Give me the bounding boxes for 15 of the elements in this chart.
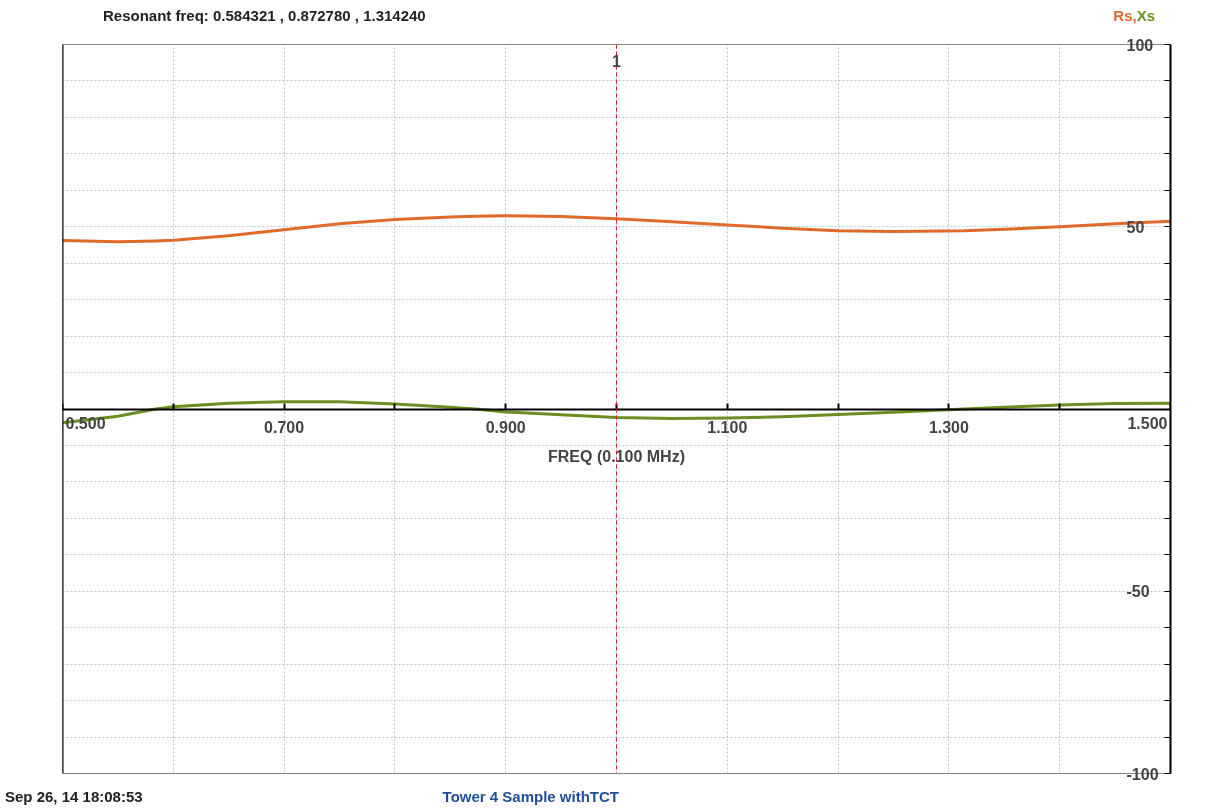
x-tick-label: 0.700 [264, 419, 305, 436]
y-tick-label: 50 [1126, 218, 1145, 236]
chart-title: Resonant freq: 0.584321 , 0.872780 , 1.314240 [103, 6, 426, 26]
line-series [62, 214, 1171, 244]
text: Tower 4 Sample withTCT [442, 787, 620, 807]
y-tick-label: -50 [1126, 583, 1150, 601]
ref-line-label: 1 [612, 52, 622, 70]
text: Sep 26, 14 18:08:53 [5, 787, 143, 807]
x-tick-label: 1.500 [1127, 415, 1168, 432]
x-tick-label: 0.900 [485, 419, 526, 436]
x-tick-label: 1.300 [928, 419, 970, 436]
text: Xs [1136, 7, 1155, 24]
x-axis-title: FREQ (0.100 MHz) [548, 448, 685, 465]
text: Rs, [1113, 7, 1137, 24]
x-tick-label: 1.100 [707, 419, 748, 436]
